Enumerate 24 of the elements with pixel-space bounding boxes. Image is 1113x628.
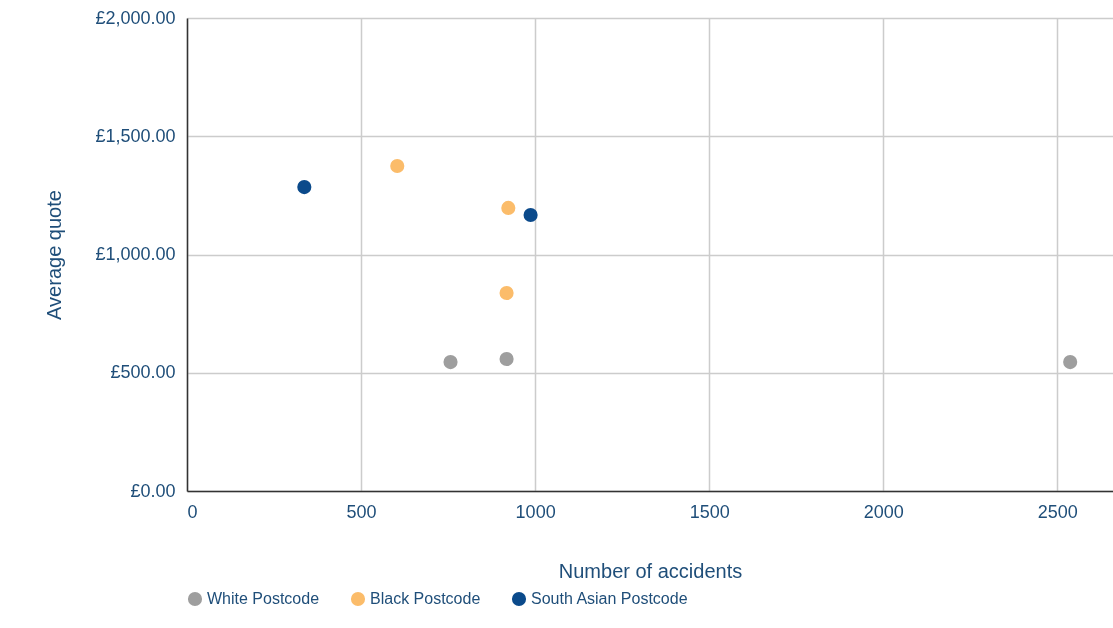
y-tick-label: £1,500.00: [95, 125, 176, 146]
point: [499, 351, 514, 367]
point: [523, 207, 538, 223]
point: [499, 285, 514, 301]
x-tick-label: 1000: [515, 501, 556, 522]
x-tick-label: 2000: [863, 501, 904, 522]
x-tick-label: 500: [346, 501, 377, 522]
y-tick-label: £500.00: [110, 362, 176, 383]
legend-label: South Asian Postcode: [531, 590, 688, 607]
x-axis-title: Number of accidents: [558, 559, 743, 582]
point: [1063, 355, 1078, 370]
legend-label: Black Postcode: [370, 590, 481, 607]
y-tick-label: £0.00: [130, 480, 176, 501]
y-tick-label: £2,000.00: [95, 7, 176, 28]
y-tick-label: £1,000.00: [95, 244, 176, 264]
point: [297, 180, 312, 195]
point: [501, 200, 516, 215]
y-axis-title: Average quote: [43, 190, 66, 320]
point: [443, 355, 458, 370]
legend-label: White Postcode: [207, 590, 320, 607]
x-tick-label: 1500: [689, 501, 730, 522]
x-tick-label: 0: [187, 501, 198, 522]
point: [390, 158, 405, 174]
x-tick-label: 2500: [1037, 501, 1078, 522]
